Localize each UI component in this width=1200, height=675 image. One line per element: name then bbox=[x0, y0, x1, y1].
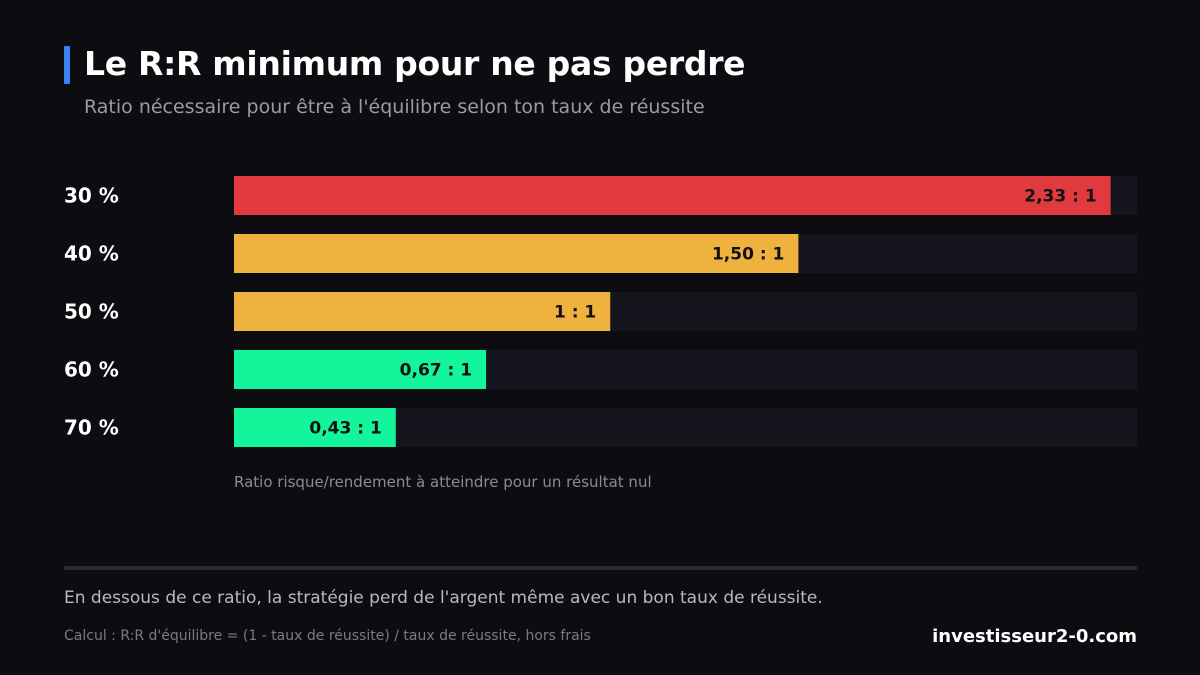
bar bbox=[234, 350, 487, 389]
chart-subtitle: Ratio nécessaire pour être à l'équilibre… bbox=[84, 96, 705, 118]
data-label: 1 : 1 bbox=[554, 303, 596, 323]
brand-link[interactable]: investisseur2-0.com bbox=[932, 626, 1137, 647]
category-label: 30 % bbox=[64, 184, 119, 208]
bar bbox=[234, 408, 396, 447]
data-label: 2,33 : 1 bbox=[1024, 187, 1096, 207]
x-axis-label: Ratio risque/rendement à atteindre pour … bbox=[234, 473, 652, 491]
chart-title: Le R:R minimum pour ne pas perdre bbox=[84, 44, 746, 83]
bar bbox=[234, 176, 1111, 215]
footer-formula: Calcul : R:R d'équilibre = (1 - taux de … bbox=[64, 628, 591, 644]
data-label: 0,67 : 1 bbox=[400, 361, 472, 381]
data-label: 1,50 : 1 bbox=[712, 245, 784, 265]
bar bbox=[234, 234, 799, 273]
category-label: 60 % bbox=[64, 358, 119, 382]
footer-note: En dessous de ce ratio, la stratégie per… bbox=[64, 588, 823, 608]
category-label: 40 % bbox=[64, 242, 119, 266]
title-accent-bar bbox=[64, 46, 70, 84]
bar bbox=[234, 292, 611, 331]
category-label: 50 % bbox=[64, 300, 119, 324]
data-label: 0,43 : 1 bbox=[309, 419, 381, 439]
category-label: 70 % bbox=[64, 416, 119, 440]
footer-divider bbox=[64, 566, 1137, 570]
